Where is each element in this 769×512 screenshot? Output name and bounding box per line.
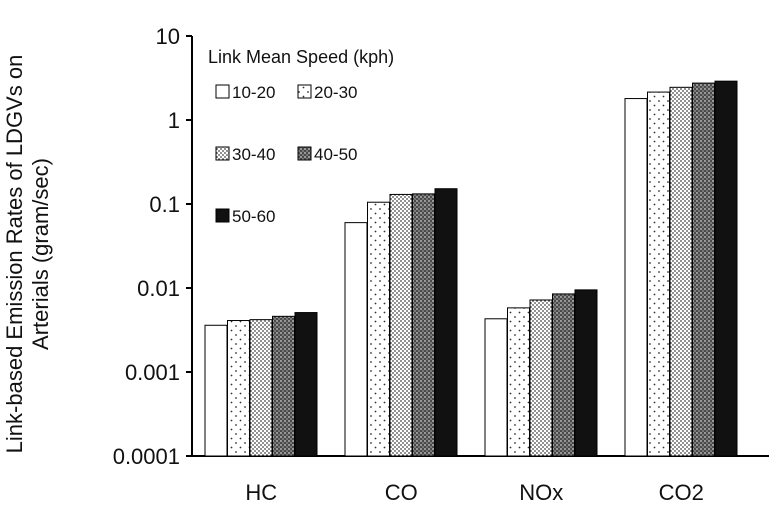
legend-title: Link Mean Speed (kph) — [208, 47, 394, 67]
bar-co-40-50 — [412, 193, 435, 457]
x-category-label: NOx — [519, 480, 563, 505]
bar-co-20-30 — [367, 201, 390, 457]
x-category-label: HC — [245, 480, 277, 505]
legend-swatch — [215, 208, 230, 223]
legend-swatch — [215, 84, 230, 99]
y-tick-label: 10 — [156, 24, 180, 49]
bar-co2-40-50 — [692, 82, 715, 457]
bar-hc-20-30 — [227, 320, 250, 457]
x-category-label: CO — [385, 480, 418, 505]
y-tick-label: 0.1 — [149, 192, 180, 217]
legend-label: 20-30 — [314, 83, 357, 102]
legend-label: 30-40 — [232, 145, 275, 164]
bar-co2-20-30 — [647, 91, 670, 457]
bar-nox-30-40 — [529, 299, 553, 457]
legend-label: 50-60 — [232, 207, 275, 226]
bar-hc-10-20 — [204, 324, 228, 457]
x-category-label: CO2 — [659, 480, 704, 505]
y-tick-label: 0.0001 — [113, 444, 180, 469]
y-tick-label: 1 — [168, 108, 180, 133]
y-axis-title-line2: Arterials (gram/sec) — [28, 158, 53, 350]
bar-co2-10-20 — [624, 98, 648, 457]
bar-nox-20-30 — [507, 307, 530, 457]
bar-co2-30-40 — [669, 86, 693, 457]
legend-label: 40-50 — [314, 145, 357, 164]
legend-label: 10-20 — [232, 83, 275, 102]
bar-co2-50-60 — [714, 80, 738, 457]
legend-swatch — [297, 84, 312, 99]
bar-hc-40-50 — [272, 315, 295, 457]
bar-co-30-40 — [389, 193, 413, 457]
y-axis-title-line1: Link-based Emission Rates of LDGVs on — [2, 55, 27, 454]
y-tick-label: 0.001 — [125, 360, 180, 385]
bar-nox-40-50 — [552, 293, 575, 457]
bar-co-10-20 — [344, 222, 368, 457]
y-tick-label: 0.01 — [137, 276, 180, 301]
bar-co-50-60 — [434, 188, 458, 457]
legend: Link Mean Speed (kph) 10-20 20-30 30-40 40-… — [208, 47, 394, 226]
legend-swatch — [297, 146, 312, 161]
bar-hc-30-40 — [249, 319, 273, 457]
bar-nox-10-20 — [484, 318, 508, 457]
bar-nox-50-60 — [574, 289, 598, 457]
bar-hc-50-60 — [294, 312, 318, 457]
legend-swatch — [215, 146, 230, 161]
